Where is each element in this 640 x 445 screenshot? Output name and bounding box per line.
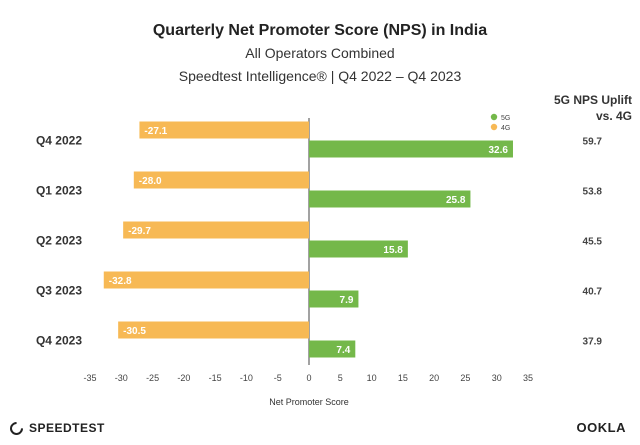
uplift-header-line-2: vs. 4G — [595, 109, 632, 123]
legend-label-5g: 5G — [501, 115, 510, 122]
legend-swatch-5g — [490, 113, 498, 121]
legend-label-4g: 4G — [501, 125, 510, 132]
x-tick-label: -20 — [177, 373, 190, 383]
data-label-4g: -32.8 — [109, 276, 132, 287]
bar-5g — [309, 190, 471, 208]
category-label: Q2 2023 — [36, 234, 82, 248]
data-label-4g: -28.0 — [139, 176, 162, 187]
x-tick-label: 35 — [523, 373, 533, 383]
speedtest-logo: SPEEDTEST — [7, 418, 105, 438]
bar-4g — [118, 321, 310, 339]
bar-4g — [133, 171, 309, 189]
bar-5g — [309, 240, 408, 258]
ookla-logo: OOKLA — [576, 420, 626, 435]
x-tick-label: -30 — [115, 373, 128, 383]
x-tick-label: -5 — [274, 373, 282, 383]
category-label: Q3 2023 — [36, 284, 82, 298]
bar-5g — [309, 140, 513, 158]
uplift-column-header: 5G NPS Uplift vs. 4G — [542, 92, 632, 124]
x-tick-label: 25 — [460, 373, 470, 383]
uplift-value: 40.7 — [583, 287, 603, 298]
data-label-5g: 25.8 — [446, 195, 466, 206]
speedtest-gauge-icon — [7, 418, 26, 438]
x-tick-label: 20 — [429, 373, 439, 383]
data-label-4g: -27.1 — [144, 126, 167, 137]
x-tick-label: -35 — [83, 373, 96, 383]
data-label-5g: 15.8 — [383, 245, 403, 256]
uplift-value: 59.7 — [583, 137, 603, 148]
uplift-value: 45.5 — [583, 237, 603, 248]
bar-4g — [123, 221, 309, 239]
data-label-4g: -30.5 — [123, 326, 146, 337]
data-label-5g: 7.4 — [336, 345, 350, 356]
category-label: Q4 2022 — [36, 134, 82, 148]
chart-subtitle: All Operators Combined — [245, 45, 395, 61]
category-label: Q4 2023 — [36, 334, 82, 348]
x-tick-label: 10 — [367, 373, 377, 383]
category-label: Q1 2023 — [36, 184, 82, 198]
speedtest-logo-text: SPEEDTEST — [29, 421, 105, 435]
uplift-value: 37.9 — [583, 337, 603, 348]
bar-4g — [139, 121, 309, 139]
data-label-4g: -29.7 — [128, 226, 151, 237]
x-tick-label: 15 — [398, 373, 408, 383]
x-tick-label: -10 — [240, 373, 253, 383]
x-axis-title: Net Promoter Score — [269, 397, 349, 407]
data-label-5g: 7.9 — [340, 295, 354, 306]
legend-swatch-4g — [490, 123, 498, 131]
chart-title: Quarterly Net Promoter Score (NPS) in In… — [152, 22, 488, 39]
x-tick-label: 5 — [338, 373, 343, 383]
x-tick-label: -25 — [146, 373, 159, 383]
data-label-5g: 32.6 — [489, 145, 509, 156]
x-tick-label: -15 — [209, 373, 222, 383]
bar-5g — [309, 340, 356, 358]
chart-source-subtitle: Speedtest Intelligence® | Q4 2022 – Q4 2… — [178, 68, 462, 84]
x-tick-label: 0 — [306, 373, 311, 383]
bar-4g — [103, 271, 309, 289]
uplift-header-line-1: 5G NPS Uplift — [553, 93, 632, 107]
uplift-value: 53.8 — [583, 187, 603, 198]
x-tick-label: 30 — [492, 373, 502, 383]
bar-5g — [309, 290, 359, 308]
